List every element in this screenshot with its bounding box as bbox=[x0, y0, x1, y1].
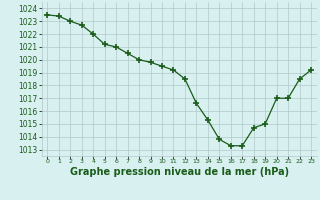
X-axis label: Graphe pression niveau de la mer (hPa): Graphe pression niveau de la mer (hPa) bbox=[70, 167, 289, 177]
